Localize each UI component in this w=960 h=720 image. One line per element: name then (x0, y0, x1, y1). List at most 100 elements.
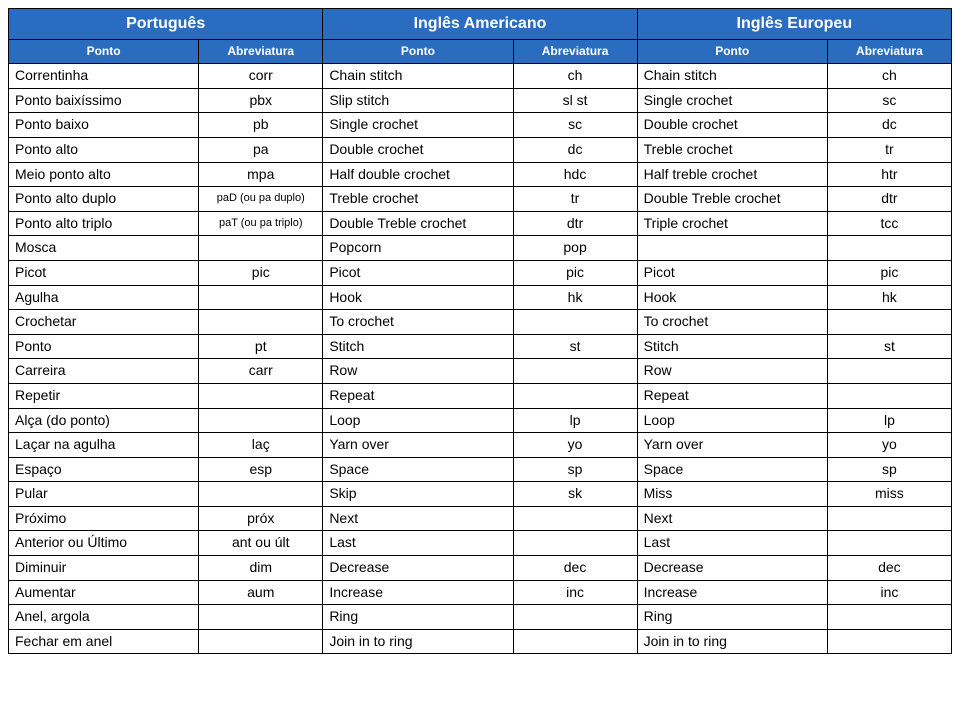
cell-us-ponto: Decrease (323, 556, 513, 581)
cell-uk-abbr (827, 383, 951, 408)
cell-uk-abbr (827, 531, 951, 556)
table-row: Ponto baixopbSingle crochetscDouble croc… (9, 113, 952, 138)
cell-uk-ponto: Loop (637, 408, 827, 433)
cell-uk-abbr (827, 629, 951, 654)
table-row: Meio ponto altompaHalf double crochethdc… (9, 162, 952, 187)
cell-pt-ponto: Anel, argola (9, 605, 199, 630)
cell-us-abbr (513, 383, 637, 408)
cell-pt-abbr: carr (199, 359, 323, 384)
table-row: Ponto baixíssimopbxSlip stitchsl stSingl… (9, 88, 952, 113)
cell-us-abbr: sk (513, 482, 637, 507)
sub-header-abbr-us: Abreviatura (513, 40, 637, 64)
cell-us-ponto: Join in to ring (323, 629, 513, 654)
cell-uk-ponto: Decrease (637, 556, 827, 581)
cell-uk-abbr: htr (827, 162, 951, 187)
cell-us-abbr: sc (513, 113, 637, 138)
cell-uk-abbr: pic (827, 260, 951, 285)
cell-pt-abbr: paT (ou pa triplo) (199, 211, 323, 236)
cell-pt-ponto: Ponto alto triplo (9, 211, 199, 236)
cell-pt-abbr (199, 285, 323, 310)
cell-pt-ponto: Alça (do ponto) (9, 408, 199, 433)
cell-uk-ponto: Double crochet (637, 113, 827, 138)
cell-uk-abbr (827, 605, 951, 630)
cell-pt-abbr: aum (199, 580, 323, 605)
lang-header-row: Português Inglês Americano Inglês Europe… (9, 9, 952, 40)
cell-pt-ponto: Pular (9, 482, 199, 507)
cell-pt-abbr (199, 236, 323, 261)
cell-uk-ponto: Ring (637, 605, 827, 630)
cell-us-ponto: Space (323, 457, 513, 482)
cell-us-abbr: sp (513, 457, 637, 482)
sub-header-abbr-uk: Abreviatura (827, 40, 951, 64)
cell-uk-abbr: tcc (827, 211, 951, 236)
cell-us-ponto: Single crochet (323, 113, 513, 138)
lang-header-pt: Português (9, 9, 323, 40)
table-row: CrochetarTo crochetTo crochet (9, 310, 952, 335)
cell-us-abbr (513, 506, 637, 531)
cell-uk-ponto: Next (637, 506, 827, 531)
cell-us-ponto: Skip (323, 482, 513, 507)
cell-us-abbr: lp (513, 408, 637, 433)
table-row: CarreiracarrRowRow (9, 359, 952, 384)
cell-pt-abbr: paD (ou pa duplo) (199, 187, 323, 212)
sub-header-ponto-uk: Ponto (637, 40, 827, 64)
cell-us-ponto: Yarn over (323, 433, 513, 458)
cell-pt-abbr: pa (199, 137, 323, 162)
cell-pt-abbr: pt (199, 334, 323, 359)
cell-uk-abbr: tr (827, 137, 951, 162)
cell-pt-ponto: Ponto alto (9, 137, 199, 162)
cell-us-ponto: Popcorn (323, 236, 513, 261)
cell-us-ponto: Slip stitch (323, 88, 513, 113)
cell-uk-ponto: Hook (637, 285, 827, 310)
cell-uk-abbr: yo (827, 433, 951, 458)
table-body: CorrentinhacorrChain stitchchChain stitc… (9, 64, 952, 654)
cell-pt-abbr: ant ou últ (199, 531, 323, 556)
table-row: EspaçoespSpacespSpacesp (9, 457, 952, 482)
cell-uk-abbr: inc (827, 580, 951, 605)
table-row: Ponto alto triplopaT (ou pa triplo)Doubl… (9, 211, 952, 236)
cell-us-ponto: Last (323, 531, 513, 556)
cell-us-abbr: tr (513, 187, 637, 212)
cell-uk-abbr: st (827, 334, 951, 359)
cell-pt-abbr: próx (199, 506, 323, 531)
cell-pt-ponto: Ponto (9, 334, 199, 359)
cell-uk-ponto: Chain stitch (637, 64, 827, 89)
cell-uk-ponto: Space (637, 457, 827, 482)
cell-us-abbr: pic (513, 260, 637, 285)
table-row: Anterior ou Últimoant ou últLastLast (9, 531, 952, 556)
cell-us-ponto: Chain stitch (323, 64, 513, 89)
cell-us-abbr (513, 310, 637, 335)
cell-pt-abbr: pb (199, 113, 323, 138)
table-row: Fechar em anelJoin in to ringJoin in to … (9, 629, 952, 654)
cell-uk-ponto: Double Treble crochet (637, 187, 827, 212)
table-row: DiminuirdimDecreasedecDecreasedec (9, 556, 952, 581)
cell-us-ponto: Half double crochet (323, 162, 513, 187)
cell-pt-ponto: Mosca (9, 236, 199, 261)
cell-pt-abbr (199, 482, 323, 507)
cell-pt-ponto: Laçar na agulha (9, 433, 199, 458)
cell-us-abbr (513, 605, 637, 630)
cell-us-ponto: Loop (323, 408, 513, 433)
cell-pt-ponto: Repetir (9, 383, 199, 408)
cell-uk-abbr (827, 506, 951, 531)
cell-pt-ponto: Ponto baixo (9, 113, 199, 138)
cell-us-abbr: pop (513, 236, 637, 261)
cell-us-ponto: Hook (323, 285, 513, 310)
cell-pt-ponto: Anterior ou Último (9, 531, 199, 556)
cell-uk-ponto: Last (637, 531, 827, 556)
cell-pt-ponto: Ponto baixíssimo (9, 88, 199, 113)
cell-uk-abbr (827, 236, 951, 261)
sub-header-abbr-pt: Abreviatura (199, 40, 323, 64)
table-row: AgulhaHookhkHookhk (9, 285, 952, 310)
cell-uk-abbr (827, 310, 951, 335)
cell-uk-abbr: dtr (827, 187, 951, 212)
cell-pt-abbr (199, 310, 323, 335)
cell-us-abbr: hdc (513, 162, 637, 187)
cell-us-abbr: st (513, 334, 637, 359)
cell-pt-ponto: Carreira (9, 359, 199, 384)
lang-header-uk: Inglês Europeu (637, 9, 951, 40)
cell-us-abbr: sl st (513, 88, 637, 113)
cell-uk-abbr: dc (827, 113, 951, 138)
cell-us-ponto: Repeat (323, 383, 513, 408)
cell-pt-ponto: Espaço (9, 457, 199, 482)
